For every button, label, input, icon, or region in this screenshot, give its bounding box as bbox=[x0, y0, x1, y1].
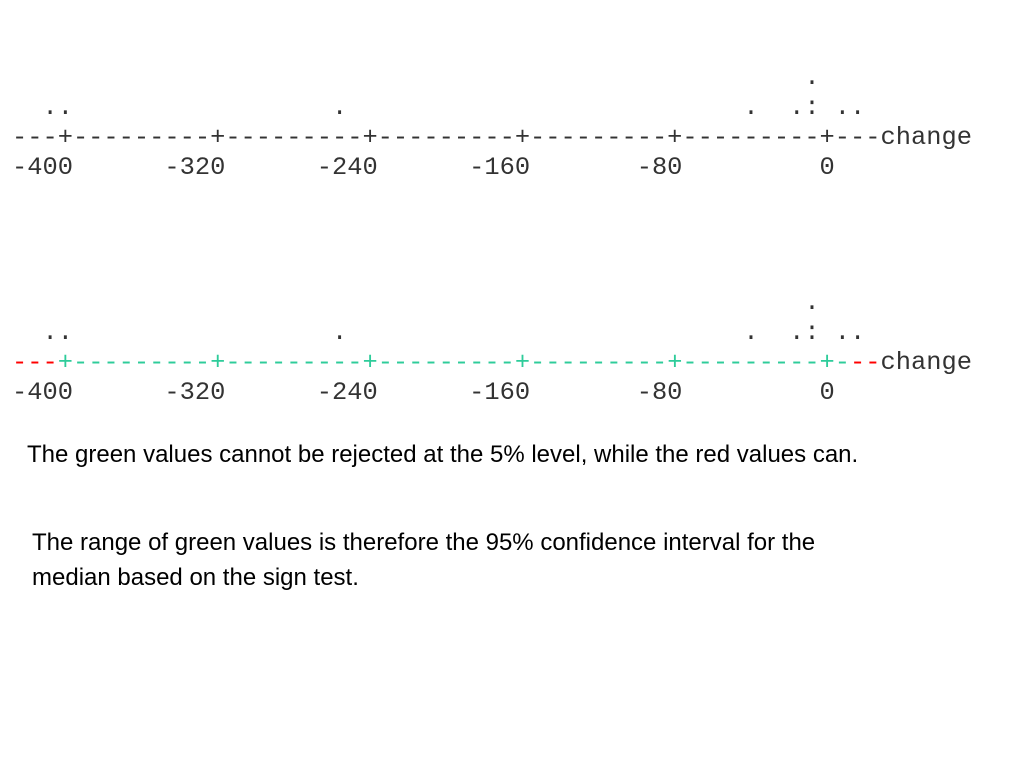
dot-plot: . .. . . .: .. ---+---------+---------+-… bbox=[12, 288, 972, 408]
axis-label: change bbox=[880, 123, 972, 152]
axis-rejected: --- bbox=[12, 348, 58, 377]
dot-row: . bbox=[12, 288, 820, 317]
axis-label: change bbox=[880, 348, 972, 377]
axis-rejected: -- bbox=[850, 348, 881, 377]
dot-row: . bbox=[12, 63, 820, 92]
dot-row: .. . . .: .. bbox=[12, 93, 866, 122]
axis-row: ---+---------+---------+---------+------… bbox=[12, 123, 972, 153]
paragraph: The green values cannot be rejected at t… bbox=[27, 441, 859, 468]
axis-line: ---+---------+---------+---------+------… bbox=[12, 123, 881, 152]
axis-row: ---+---------+---------+---------+------… bbox=[12, 348, 972, 378]
tick-labels: -400 -320 -240 -160 -80 0 bbox=[12, 153, 835, 182]
paragraph: The range of green values is therefore t… bbox=[32, 529, 816, 591]
dot-plot: . .. . . .: .. ---+---------+---------+-… bbox=[12, 63, 972, 183]
axis-accepted: +---------+---------+---------+---------… bbox=[57, 348, 851, 377]
dot-row: .. . . .: .. bbox=[12, 318, 866, 347]
tick-labels: -400 -320 -240 -160 -80 0 bbox=[12, 378, 835, 407]
